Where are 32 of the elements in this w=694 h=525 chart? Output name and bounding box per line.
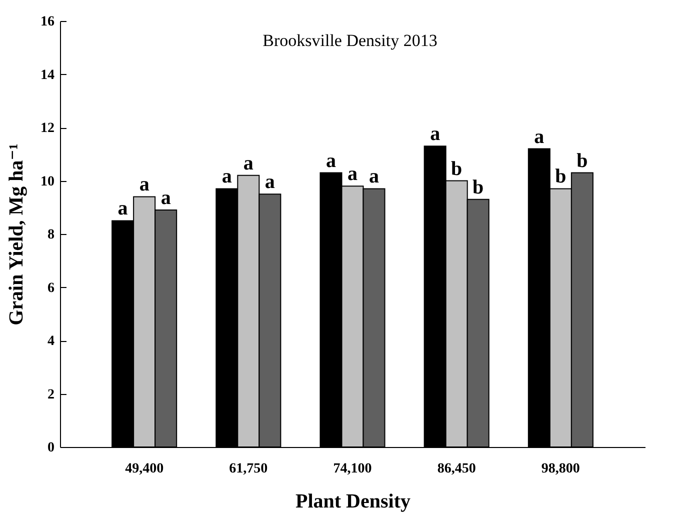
data-label: a	[534, 126, 544, 148]
y-tick-label: 0	[48, 440, 54, 456]
data-label: a	[243, 152, 254, 174]
y-tick-label: 8	[48, 228, 54, 242]
y-tick-label: 10	[40, 174, 54, 190]
y-tick-label: 12	[40, 121, 54, 136]
y-tick-label: 2	[48, 387, 54, 402]
x-tick-label: 49,400	[125, 462, 164, 476]
data-label: a	[326, 150, 336, 172]
data-label: b	[451, 158, 462, 180]
data-label: b	[472, 176, 484, 198]
y-tick-label: 4	[48, 334, 54, 349]
y-tick-label: 14	[40, 68, 54, 83]
x-tick-label: 74,100	[333, 462, 372, 476]
y-axis-title: Grain Yield, Mg ha⁻¹	[6, 144, 28, 326]
data-label: a	[264, 171, 275, 194]
data-label: a	[369, 166, 380, 188]
data-label: a	[139, 174, 150, 196]
data-label: a	[430, 123, 440, 146]
x-axis-title: Plant Density	[296, 490, 410, 512]
data-label: b	[576, 150, 588, 172]
y-tick-label: 16	[40, 14, 54, 30]
x-tick-label: 98,800	[541, 462, 580, 476]
x-tick-label: 61,750	[229, 462, 268, 476]
data-label: b	[555, 166, 566, 188]
x-tick-label: 86,450	[437, 462, 476, 476]
data-label: a	[348, 163, 358, 186]
y-tick-label: 6	[48, 280, 54, 296]
text: Brooksville Density 2013	[262, 31, 438, 50]
data-label: a	[118, 198, 128, 220]
data-label: a	[222, 166, 232, 188]
data-label: a	[160, 187, 171, 210]
